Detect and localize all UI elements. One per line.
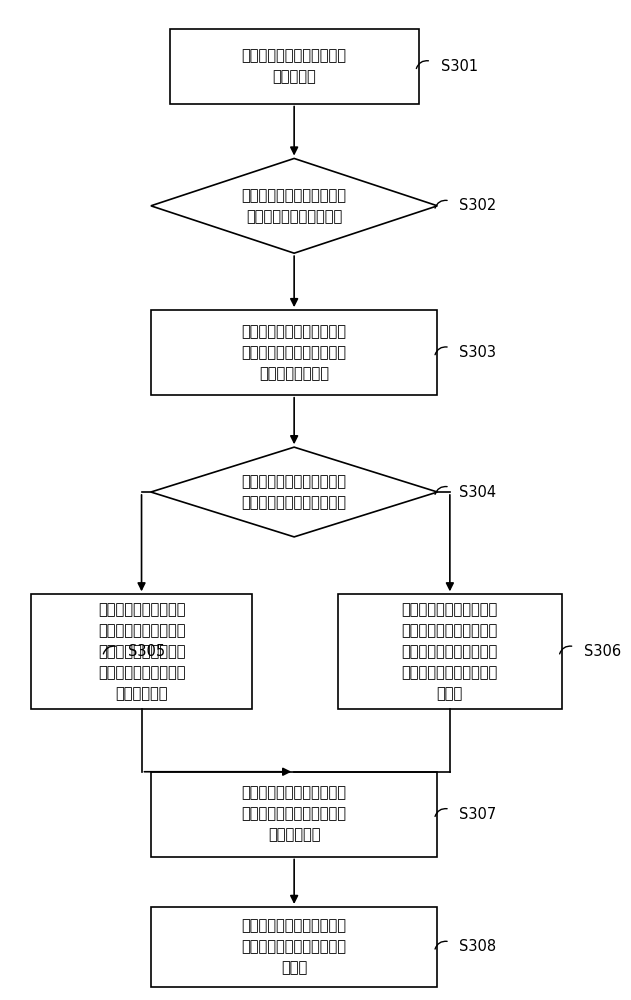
- Text: 判断所述目的环境是否满足
预设源虚拟机的迁移条件: 判断所述目的环境是否满足 预设源虚拟机的迁移条件: [242, 188, 346, 224]
- Polygon shape: [151, 158, 437, 253]
- Text: S305: S305: [127, 644, 165, 659]
- Text: S303: S303: [459, 345, 496, 360]
- Polygon shape: [151, 447, 437, 537]
- Text: S306: S306: [584, 644, 621, 659]
- Bar: [338, 594, 562, 709]
- Text: S304: S304: [459, 485, 497, 500]
- Bar: [151, 907, 437, 987]
- Text: 当判定所述源环境与所述
目的环境的所述虚拟化平
台不相同时，调用所述迁
移管理器，开启所述目的
虚拟机: 当判定所述源环境与所述 目的环境的所述虚拟化平 台不相同时，调用所述迁 移管理器…: [402, 602, 498, 701]
- Text: S302: S302: [459, 198, 497, 213]
- Bar: [31, 594, 252, 709]
- Bar: [170, 29, 419, 104]
- Text: 建立源环境和目的环境之间
的网络连接: 建立源环境和目的环境之间 的网络连接: [242, 48, 346, 84]
- Text: 当判定所述目的环境满足所
述预设源虚拟机迁移条件时
，设置迁移管理器: 当判定所述目的环境满足所 述预设源虚拟机迁移条件时 ，设置迁移管理器: [242, 324, 346, 381]
- Text: S308: S308: [459, 939, 497, 954]
- Text: 将所述源虚拟机切换到所述
目的虚拟机，以完成虚拟机
的迁移: 将所述源虚拟机切换到所述 目的虚拟机，以完成虚拟机 的迁移: [242, 918, 346, 975]
- Text: S301: S301: [440, 59, 478, 74]
- Text: 判断所述源环境与所述目的
环境的虚拟化平台是否相同: 判断所述源环境与所述目的 环境的虚拟化平台是否相同: [242, 474, 346, 510]
- Bar: [151, 310, 437, 395]
- Bar: [151, 772, 437, 857]
- Text: S307: S307: [459, 807, 497, 822]
- Text: 当所述目的虚拟机开启完成
后，安装目的直接设备访问
模型驱动程序: 当所述目的虚拟机开启完成 后，安装目的直接设备访问 模型驱动程序: [242, 786, 346, 843]
- Text: 当判定所述源环境与所
述目的环境的所述虚拟
化平台相同时，调用所
述迁移管理器，开启所
述目的虚拟机: 当判定所述源环境与所 述目的环境的所述虚拟 化平台相同时，调用所 述迁移管理器，…: [98, 602, 186, 701]
